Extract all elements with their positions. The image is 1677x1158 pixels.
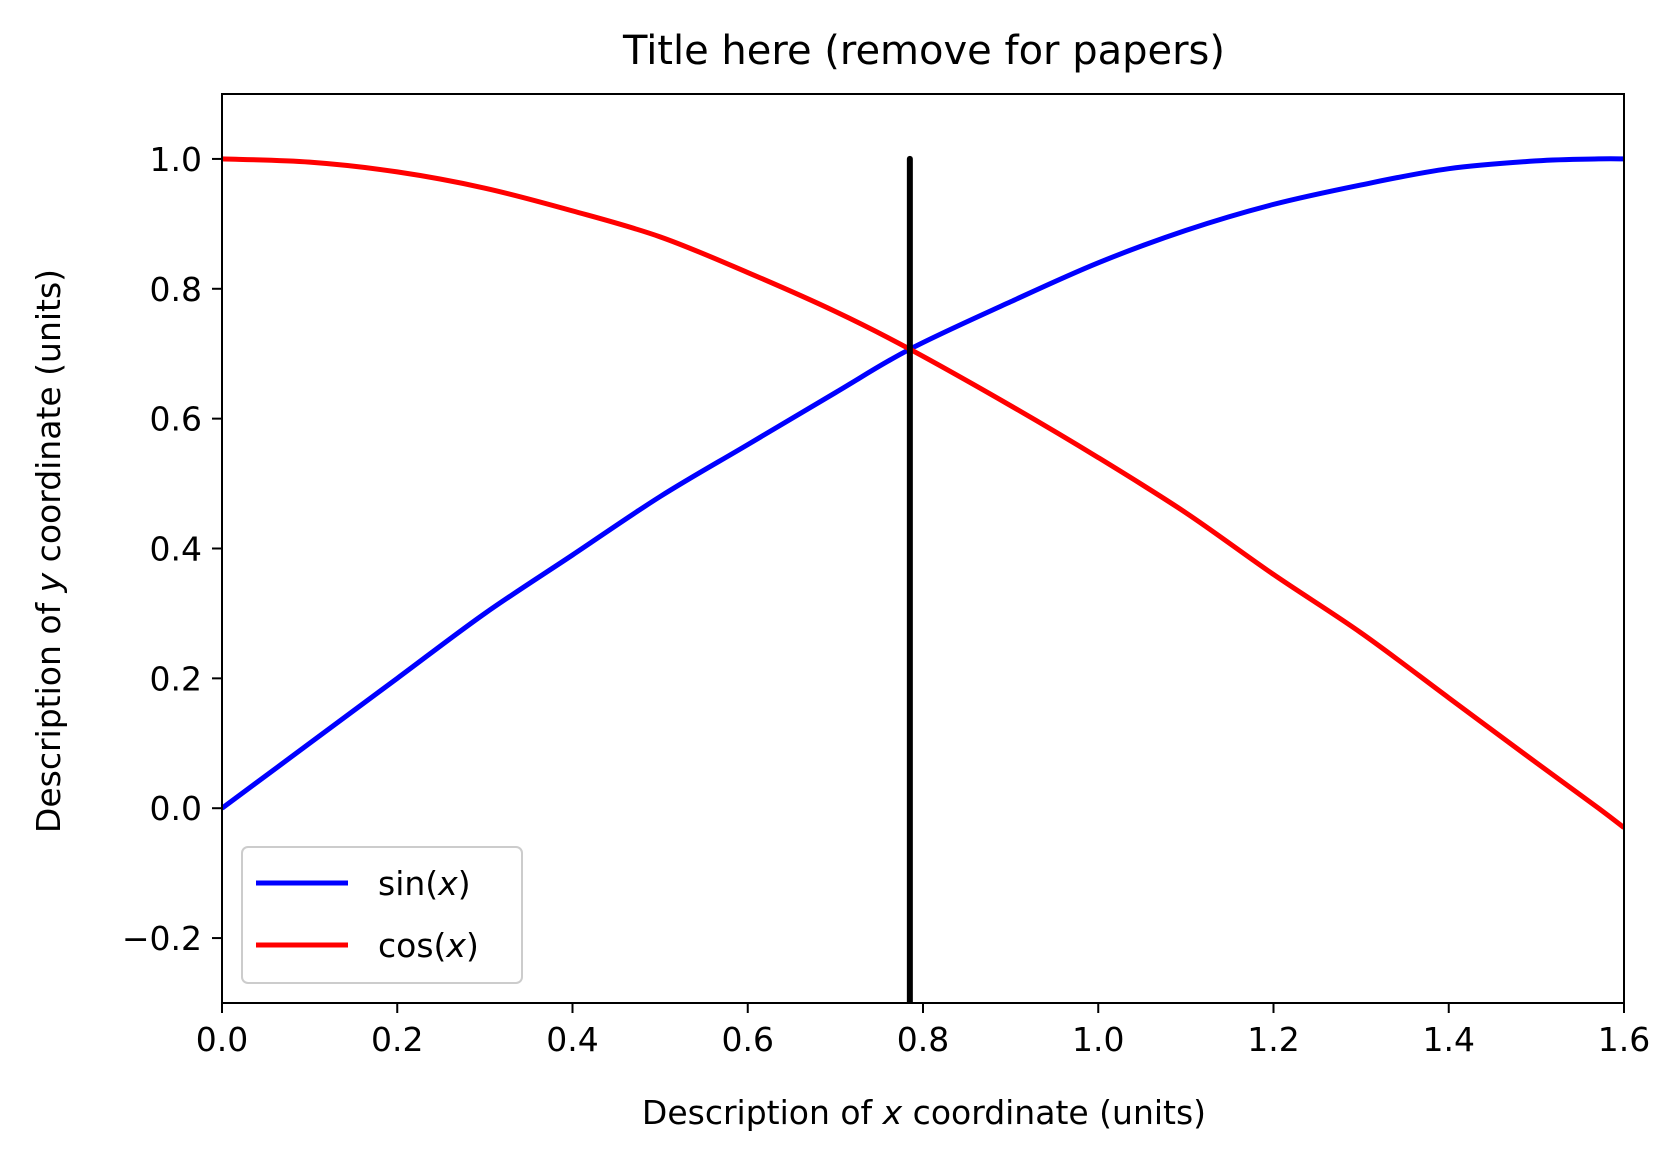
- x-tick-label: 0.4: [546, 1020, 598, 1059]
- y-tick-label: 1.0: [150, 140, 202, 179]
- x-tick-label: 1.6: [1598, 1020, 1650, 1059]
- plot-area: [222, 155, 1624, 1003]
- y-tick-label: 0.8: [150, 270, 202, 309]
- x-tick-label: 1.4: [1423, 1020, 1475, 1059]
- x-axis-label: Description of x coordinate (units): [642, 1093, 1206, 1132]
- x-axis-ticks: 0.0 0.2 0.4 0.6 0.8 1.0 1.2 1.4 1.6: [196, 1003, 1650, 1059]
- y-tick-label: −0.2: [122, 919, 202, 958]
- y-tick-label: 0.0: [150, 789, 202, 828]
- y-axis-label: Description of y coordinate (units): [29, 269, 68, 833]
- x-tick-label: 0.6: [722, 1020, 774, 1059]
- chart-title: Title here (remove for papers): [622, 28, 1225, 74]
- legend: sin(x) cos(x): [241, 846, 523, 984]
- x-tick-label: 1.2: [1247, 1020, 1299, 1059]
- x-tick-label: 0.0: [196, 1020, 248, 1059]
- y-axis-ticks: −0.2 0.0 0.2 0.4 0.6 0.8 1.0: [122, 140, 222, 958]
- legend-label-cos: cos(x): [378, 926, 479, 965]
- y-tick-label: 0.4: [150, 530, 202, 569]
- y-tick-label: 0.2: [150, 659, 202, 698]
- legend-label-sin: sin(x): [378, 864, 471, 903]
- y-tick-label: 0.6: [150, 400, 202, 439]
- axes-frame: [221, 93, 1625, 1004]
- x-tick-label: 1.0: [1072, 1020, 1124, 1059]
- x-tick-label: 0.8: [897, 1020, 949, 1059]
- series-line-cos: [222, 156, 1624, 830]
- x-tick-label: 0.2: [371, 1020, 423, 1059]
